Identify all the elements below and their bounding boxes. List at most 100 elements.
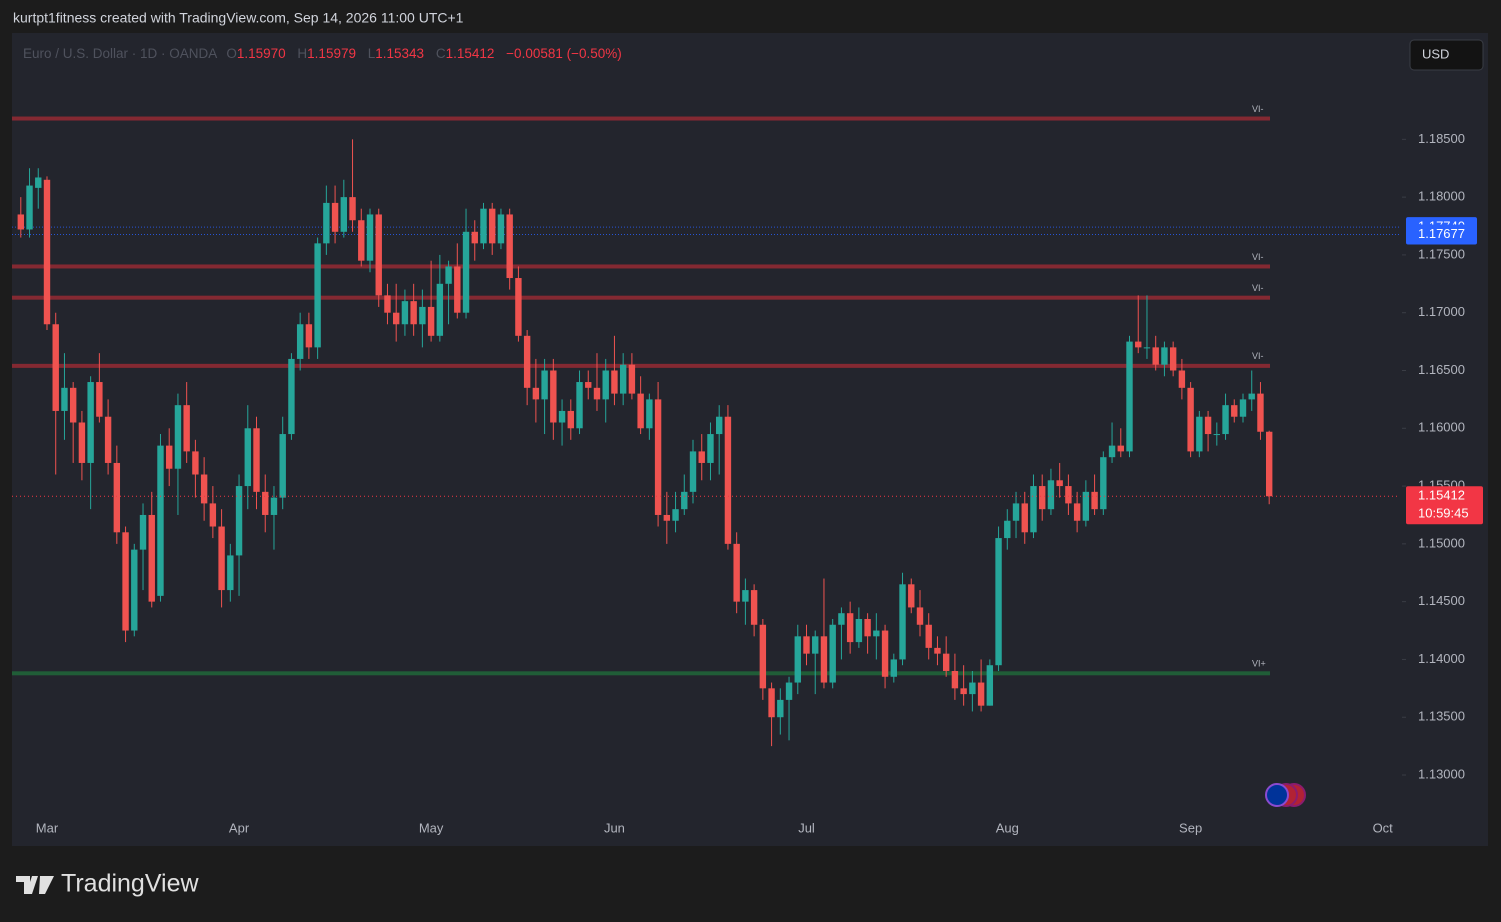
- x-tick-label: Oct: [1373, 820, 1394, 835]
- candle-body: [454, 266, 461, 313]
- candle-body: [1187, 387, 1194, 452]
- level-zone: [12, 363, 1270, 368]
- candle-body: [619, 364, 627, 394]
- candle-body: [35, 177, 42, 188]
- x-tick-label: May: [419, 820, 444, 835]
- candle-body: [541, 370, 548, 400]
- ohlc-key: O: [226, 46, 237, 61]
- candle-body: [1100, 457, 1107, 510]
- candle-body: [139, 514, 147, 550]
- candle-body: [707, 434, 714, 463]
- candle-body: [794, 636, 801, 683]
- currency-button[interactable]: [1409, 39, 1484, 71]
- candle-body: [462, 231, 470, 313]
- level-zone: [12, 116, 1270, 121]
- candle-body: [1056, 480, 1063, 487]
- candle-body: [812, 636, 819, 654]
- candle-body: [637, 393, 644, 429]
- candle-body: [305, 324, 313, 348]
- candle-body: [1169, 347, 1177, 371]
- candle-body: [803, 636, 810, 654]
- candle-body: [436, 283, 444, 336]
- candle-body: [646, 399, 653, 429]
- y-tick-label: 1.18500: [1418, 131, 1465, 146]
- candle-body: [262, 491, 269, 515]
- candle-body: [1047, 480, 1055, 510]
- candle-body: [890, 659, 897, 677]
- candle-body: [1135, 341, 1142, 348]
- candle-body: [61, 387, 68, 411]
- level-label: VI-: [1252, 283, 1264, 293]
- candle-body: [585, 382, 592, 388]
- currency[interactable]: USD: [1422, 46, 1449, 61]
- candle-body: [244, 428, 251, 487]
- ohlc-key: C: [436, 46, 446, 61]
- candle-body: [1039, 486, 1046, 510]
- candle-body: [698, 451, 705, 463]
- level-zone: [12, 264, 1270, 269]
- candle-body: [218, 526, 225, 591]
- candle-body: [78, 422, 86, 463]
- candle-body: [576, 382, 583, 429]
- candle-body: [131, 549, 138, 631]
- candle-body: [785, 682, 793, 700]
- y-tick-label: 1.14500: [1418, 593, 1465, 608]
- candle-body: [969, 682, 976, 695]
- candle-body: [157, 445, 164, 596]
- ohlc-value: 1.15343: [375, 46, 424, 61]
- candle-body: [375, 214, 382, 296]
- candle-body: [419, 306, 426, 325]
- candle-body: [523, 335, 531, 388]
- y-tick-label: 1.15000: [1418, 535, 1465, 550]
- candle-body: [960, 688, 967, 695]
- candle-body: [358, 220, 365, 261]
- candle-body: [855, 618, 863, 643]
- candle-body: [663, 514, 671, 521]
- candle-body: [934, 647, 941, 654]
- candle-body: [672, 509, 679, 521]
- candle-body: [113, 462, 121, 533]
- candle-body: [192, 451, 199, 475]
- change: −0.00581 (−0.50%): [506, 46, 622, 61]
- candle-body: [148, 514, 155, 602]
- candle-body: [96, 382, 103, 417]
- candle-body: [270, 497, 278, 515]
- candle-body: [235, 486, 243, 556]
- candle-body: [567, 410, 574, 429]
- x-tick-label: Apr: [229, 820, 250, 835]
- candle-body: [742, 590, 749, 602]
- candle-body: [227, 555, 234, 591]
- y-tick-label: 1.16500: [1418, 362, 1465, 377]
- candle-body: [1265, 431, 1273, 497]
- candle-body: [1213, 434, 1221, 436]
- level-zone: [12, 295, 1270, 300]
- candle-body: [820, 636, 828, 683]
- candle-body: [209, 503, 217, 527]
- candle-body: [253, 428, 260, 492]
- level-zone: [12, 671, 1270, 676]
- candle-body: [628, 364, 636, 394]
- candle-body: [768, 688, 775, 718]
- candle-body: [384, 295, 391, 313]
- candle-body: [846, 613, 854, 643]
- candle-body: [873, 630, 880, 637]
- candle-body: [392, 312, 400, 325]
- candle-body: [689, 451, 697, 492]
- candle-body: [200, 474, 208, 504]
- candle-body: [899, 584, 906, 660]
- candle-body: [550, 370, 557, 423]
- candle-body: [1222, 405, 1229, 435]
- symbol: Euro / U.S. Dollar · 1D · OANDA: [23, 46, 217, 61]
- candle-body: [558, 410, 566, 423]
- candle-body: [724, 416, 732, 544]
- candle-body: [1204, 416, 1212, 435]
- level-label: VI-: [1252, 104, 1264, 114]
- plot-area: 1.18500 1.18000 1.17500 1.17000 1.16500 1.160…: [12, 104, 1483, 835]
- y-tick-label: 1.13000: [1418, 766, 1465, 781]
- candle-body: [506, 214, 513, 279]
- candle-body: [87, 382, 94, 463]
- candle-body: [777, 699, 784, 718]
- y-tick-label: 1.17000: [1418, 304, 1465, 319]
- x-tick-label: Jul: [798, 820, 815, 835]
